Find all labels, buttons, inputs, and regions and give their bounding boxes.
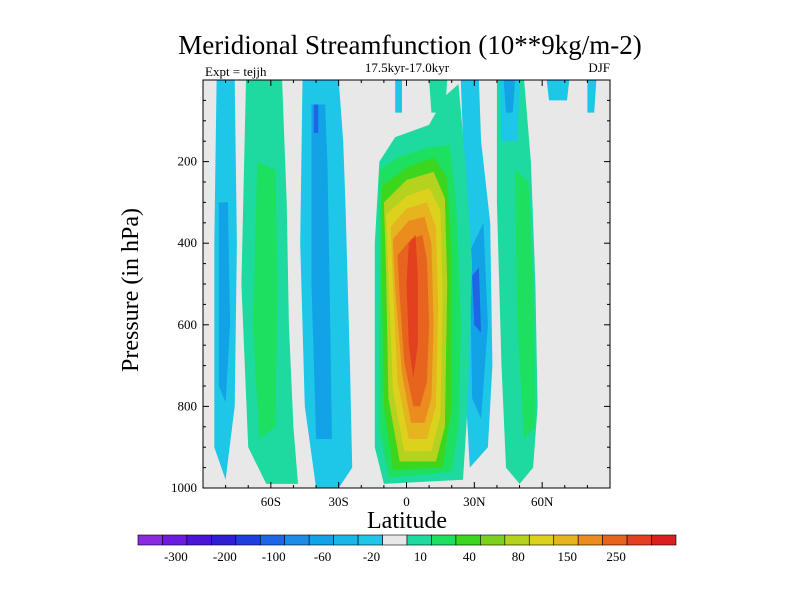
y-tick-label: 400: [178, 235, 198, 250]
colorbar: -300 -200 -100 -60 -20 10 40 80 150 250: [137, 534, 677, 564]
colorbar-swatch: [186, 534, 212, 546]
experiment-label: Expt = tejjh: [205, 64, 267, 79]
contour-fills: [214, 80, 597, 488]
region-sh-mid-inner: [311, 104, 332, 439]
season-label: DJF: [588, 60, 610, 75]
colorbar-swatch: [382, 534, 408, 546]
colorbar-swatch: [333, 534, 359, 546]
x-tick-label: 30N: [463, 494, 486, 509]
y-tick-label: 800: [178, 398, 198, 413]
colorbar-swatch: [553, 534, 579, 546]
colorbar-swatch: [626, 534, 652, 546]
colorbar-label: 40: [463, 549, 476, 564]
colorbar-swatch: [528, 534, 555, 546]
colorbar-swatch: [431, 534, 457, 546]
time-range-label: 17.5kyr-17.0kyr: [365, 60, 450, 75]
region-sh-west-mid-green: [252, 161, 278, 439]
region-nh-east-inner: [515, 169, 536, 440]
colorbar-swatch: [577, 534, 603, 546]
region-eq-top-outer: [395, 80, 402, 113]
colorbar-swatch: [235, 534, 261, 546]
colorbar-label: -20: [363, 549, 380, 564]
x-tick-label: 0: [403, 494, 410, 509]
y-tick-label: 200: [178, 154, 198, 169]
colorbar-swatch: [651, 534, 677, 546]
colorbar-swatch: [357, 534, 383, 546]
y-tick-label: 1000: [171, 480, 197, 495]
colorbar-label: 10: [414, 549, 427, 564]
region-nh-top-blue2: [503, 80, 515, 113]
colorbar-swatch: [284, 534, 310, 546]
colorbar-label: -60: [314, 549, 331, 564]
colorbar-label: 250: [606, 549, 626, 564]
x-axis-ticks: 60S 30S 0 30N 60N: [225, 80, 588, 509]
colorbar-swatch: [137, 534, 163, 546]
plot-area: 200 400 600 800 1000 60S 30S 0 30N 60N: [171, 79, 611, 509]
colorbar-label: -100: [262, 549, 286, 564]
region-nh-far-east: [546, 80, 570, 101]
region-sh-west-inner: [218, 202, 231, 403]
region-nh-far-east2: [587, 80, 597, 113]
colorbar-swatch: [602, 534, 628, 546]
colorbar-swatch: [308, 534, 334, 546]
x-tick-label: 60N: [531, 494, 554, 509]
y-axis-label: Pressure (in hPa): [118, 208, 144, 372]
x-tick-label: 30S: [329, 494, 349, 509]
colorbar-swatch: [504, 534, 530, 546]
y-tick-label: 600: [178, 317, 198, 332]
colorbar-swatch: [259, 534, 286, 546]
colorbar-swatch: [162, 534, 188, 546]
colorbar-swatch: [406, 534, 432, 546]
colorbar-swatch: [211, 534, 237, 546]
region-sh-mid-deep: [313, 104, 319, 133]
colorbar-swatch: [455, 534, 481, 546]
colorbar-label: -200: [213, 549, 237, 564]
x-tick-label: 60S: [261, 494, 281, 509]
region-hadley-300: [406, 235, 418, 378]
x-axis-label: Latitude: [367, 508, 447, 534]
y-axis-ticks: 200 400 600 800 1000: [171, 99, 610, 495]
colorbar-label: 80: [512, 549, 525, 564]
colorbar-label: -300: [164, 549, 188, 564]
colorbar-label: 150: [557, 549, 577, 564]
colorbar-swatch: [480, 534, 506, 546]
region-nh-mid-deep: [472, 267, 482, 333]
chart-title: Meridional Streamfunction (10**9kg/m-2): [178, 30, 641, 60]
